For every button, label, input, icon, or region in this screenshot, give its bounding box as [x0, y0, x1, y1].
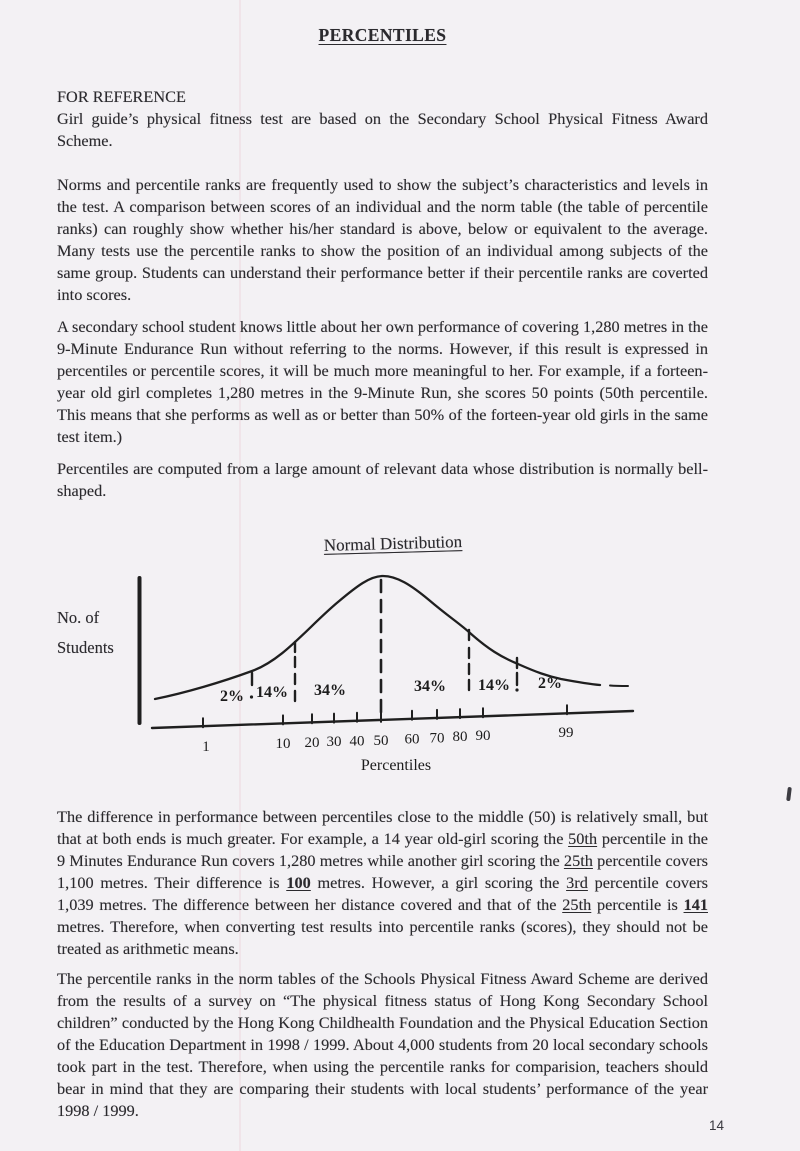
tick-label: 90 — [476, 728, 491, 744]
paragraph-difference: The difference in performance between pe… — [57, 807, 708, 958]
normal-distribution-figure: 2% 14% 34% 34% 14% 2% 1 10 20 30 40 50 6… — [137, 574, 635, 774]
tick-label: 60 — [405, 732, 420, 748]
segment-label: 34% — [314, 682, 346, 699]
tick-label: 80 — [453, 729, 468, 745]
reference-section: FOR REFERENCE Girl guide’s physical fitn… — [57, 86, 708, 152]
x-axis-ticks — [202, 704, 568, 729]
divider-2-14-left — [249, 671, 254, 699]
figure-y-axis-label: No. of Students — [57, 603, 114, 663]
margin-stray-mark — [786, 786, 792, 802]
bell-curve — [153, 574, 602, 701]
figure-x-axis-label: Percentiles — [361, 757, 431, 774]
paragraph-example: A secondary school student knows little … — [57, 317, 708, 446]
tick-label: 20 — [305, 735, 320, 751]
figure-x-axis — [150, 709, 635, 730]
paragraph-survey: The percentile ranks in the norm tables … — [57, 969, 708, 1120]
segment-label: 2% — [220, 688, 244, 705]
tick-label: 10 — [276, 736, 291, 752]
paragraph-norms: Norms and percentile ranks are frequentl… — [57, 175, 708, 304]
tick-label: 70 — [430, 731, 445, 747]
segment-label: 14% — [478, 677, 510, 694]
y-axis-label-line2: Students — [57, 638, 114, 657]
page-number: 14 — [709, 1118, 725, 1133]
segment-dividers — [249, 578, 519, 716]
segment-labels: 2% 14% 34% 34% 14% 2% — [220, 675, 562, 705]
scanner-streak-artifact — [239, 0, 241, 1151]
bell-curve-tail — [609, 684, 629, 687]
reference-heading: FOR REFERENCE — [57, 87, 186, 106]
divider-14-2-right — [515, 656, 519, 692]
segment-label: 2% — [538, 675, 562, 692]
tick-label: 50 — [374, 733, 389, 749]
paragraph-computed: Percentiles are computed from a large am… — [57, 459, 708, 500]
tick-label: 99 — [559, 725, 574, 741]
tick-label: 30 — [327, 734, 342, 750]
segment-label: 34% — [414, 678, 446, 695]
page-title: PERCENTILES — [318, 25, 447, 45]
segment-label: 14% — [256, 684, 288, 701]
tick-label: 1 — [202, 739, 210, 755]
tick-label: 40 — [350, 734, 365, 750]
y-axis-label-line1: No. of — [57, 608, 100, 627]
x-tick-labels: 1 10 20 30 40 50 60 70 80 90 99 — [202, 725, 573, 755]
reference-body: Girl guide’s physical fitness test are b… — [57, 109, 708, 150]
